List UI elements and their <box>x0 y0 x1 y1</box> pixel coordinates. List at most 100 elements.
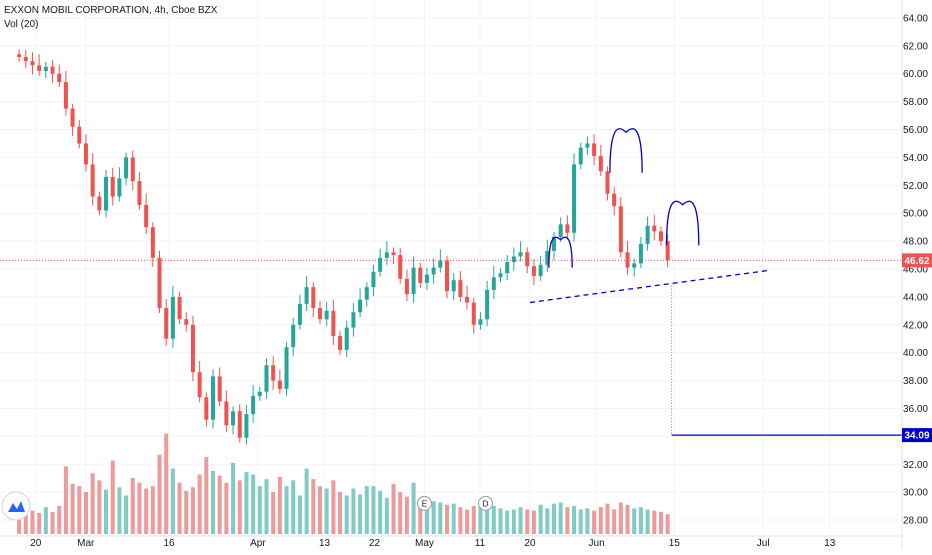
volume-bar <box>204 457 209 534</box>
time-tick-label: 20 <box>30 538 42 549</box>
candles <box>17 49 670 445</box>
event-label[interactable]: E <box>422 499 427 508</box>
volume-bar <box>445 504 450 534</box>
volume-bar <box>358 494 363 534</box>
price-tick-label: 38.00 <box>903 376 928 387</box>
candle-body <box>264 365 269 392</box>
candle-body <box>17 54 22 57</box>
candle-body <box>565 224 570 233</box>
candle-body <box>538 264 543 276</box>
volume-bar <box>424 500 429 534</box>
event-marker[interactable] <box>478 495 494 511</box>
candle-body <box>612 193 617 207</box>
volume-bar <box>237 480 242 534</box>
candle-body <box>445 260 450 292</box>
price-tick-label: 30.00 <box>903 488 928 499</box>
volume-bar <box>324 488 329 534</box>
candle-body <box>170 296 175 339</box>
time-tick-label: 11 <box>475 538 486 549</box>
shoulder-arc[interactable] <box>665 200 700 246</box>
candle-body <box>491 277 496 290</box>
event-marker[interactable] <box>416 495 432 511</box>
volume-bar <box>491 506 496 534</box>
volume-bar <box>184 490 189 534</box>
volume-bar <box>572 506 577 534</box>
logo <box>1 491 31 521</box>
volume-bar <box>598 507 603 534</box>
price-tick-label: 48.00 <box>903 237 928 248</box>
candle-body <box>618 206 623 253</box>
price-tick-label: 50.00 <box>903 209 928 220</box>
grid <box>0 0 902 534</box>
candle-body <box>210 376 216 420</box>
candle-body <box>304 287 309 304</box>
volume-bar <box>545 508 550 534</box>
candle-body <box>63 82 68 109</box>
candle-body <box>124 157 129 179</box>
target-price-badge-text: 34.09 <box>904 431 929 442</box>
candle-body <box>338 335 343 350</box>
candle-body <box>317 308 322 320</box>
neckline[interactable] <box>529 269 769 304</box>
candle-body <box>438 260 443 268</box>
candle-body <box>130 157 135 182</box>
candle-body <box>371 271 376 288</box>
volume-bar <box>458 507 463 534</box>
volume-bar <box>371 486 376 534</box>
volume-bar <box>418 499 423 534</box>
volume-bar <box>257 486 262 534</box>
indicator-label[interactable]: Vol (20) <box>4 19 39 30</box>
volume-bar <box>632 508 637 534</box>
volume-bar <box>478 507 483 534</box>
last-price-badge-bg <box>902 253 932 268</box>
time-tick-label: 13 <box>319 538 331 549</box>
price-tick-label: 64.00 <box>903 13 928 24</box>
volume-bar <box>431 501 436 534</box>
candle-body <box>83 143 88 165</box>
shoulder-arc[interactable] <box>609 128 643 173</box>
candle-body <box>451 280 456 292</box>
volume-bar <box>338 492 343 534</box>
volume-bar <box>70 483 75 534</box>
candle-body <box>605 171 610 194</box>
volume-bar <box>465 509 470 534</box>
candle-body <box>498 273 503 278</box>
candle-body <box>665 241 670 261</box>
candle-body <box>244 414 249 438</box>
last-price-badge-text: 46.62 <box>904 256 929 267</box>
volume-bar <box>317 486 322 534</box>
volume-bar <box>304 468 309 534</box>
volume-bar <box>592 510 597 534</box>
volume-bar <box>344 495 349 534</box>
candle-body <box>144 204 149 228</box>
candle-body <box>398 255 403 279</box>
volume-bar <box>578 509 583 534</box>
candle-body <box>237 411 242 438</box>
volume-bar <box>538 504 543 534</box>
candle-body <box>297 303 302 325</box>
price-tick-label: 60.00 <box>903 69 928 80</box>
event-label[interactable]: D <box>483 499 489 508</box>
volume-bar <box>43 507 48 534</box>
candle-body <box>645 225 650 244</box>
volume-bar <box>511 509 516 534</box>
volume-bar <box>652 510 657 534</box>
candle-body <box>251 395 256 415</box>
candle-body <box>638 243 643 264</box>
volume-bar <box>565 507 570 534</box>
candle-body <box>90 164 95 197</box>
candle-body <box>110 176 115 197</box>
shoulder-arc[interactable] <box>548 236 573 268</box>
candle-body <box>658 231 663 242</box>
volume-bar <box>23 508 28 534</box>
candle-body <box>184 319 189 325</box>
volume-bar <box>251 474 256 534</box>
volume-bar <box>104 489 109 534</box>
drawings[interactable] <box>529 128 902 436</box>
logo-mark <box>8 501 25 512</box>
time-tick-label: 20 <box>524 538 536 549</box>
candle-body <box>177 296 182 320</box>
